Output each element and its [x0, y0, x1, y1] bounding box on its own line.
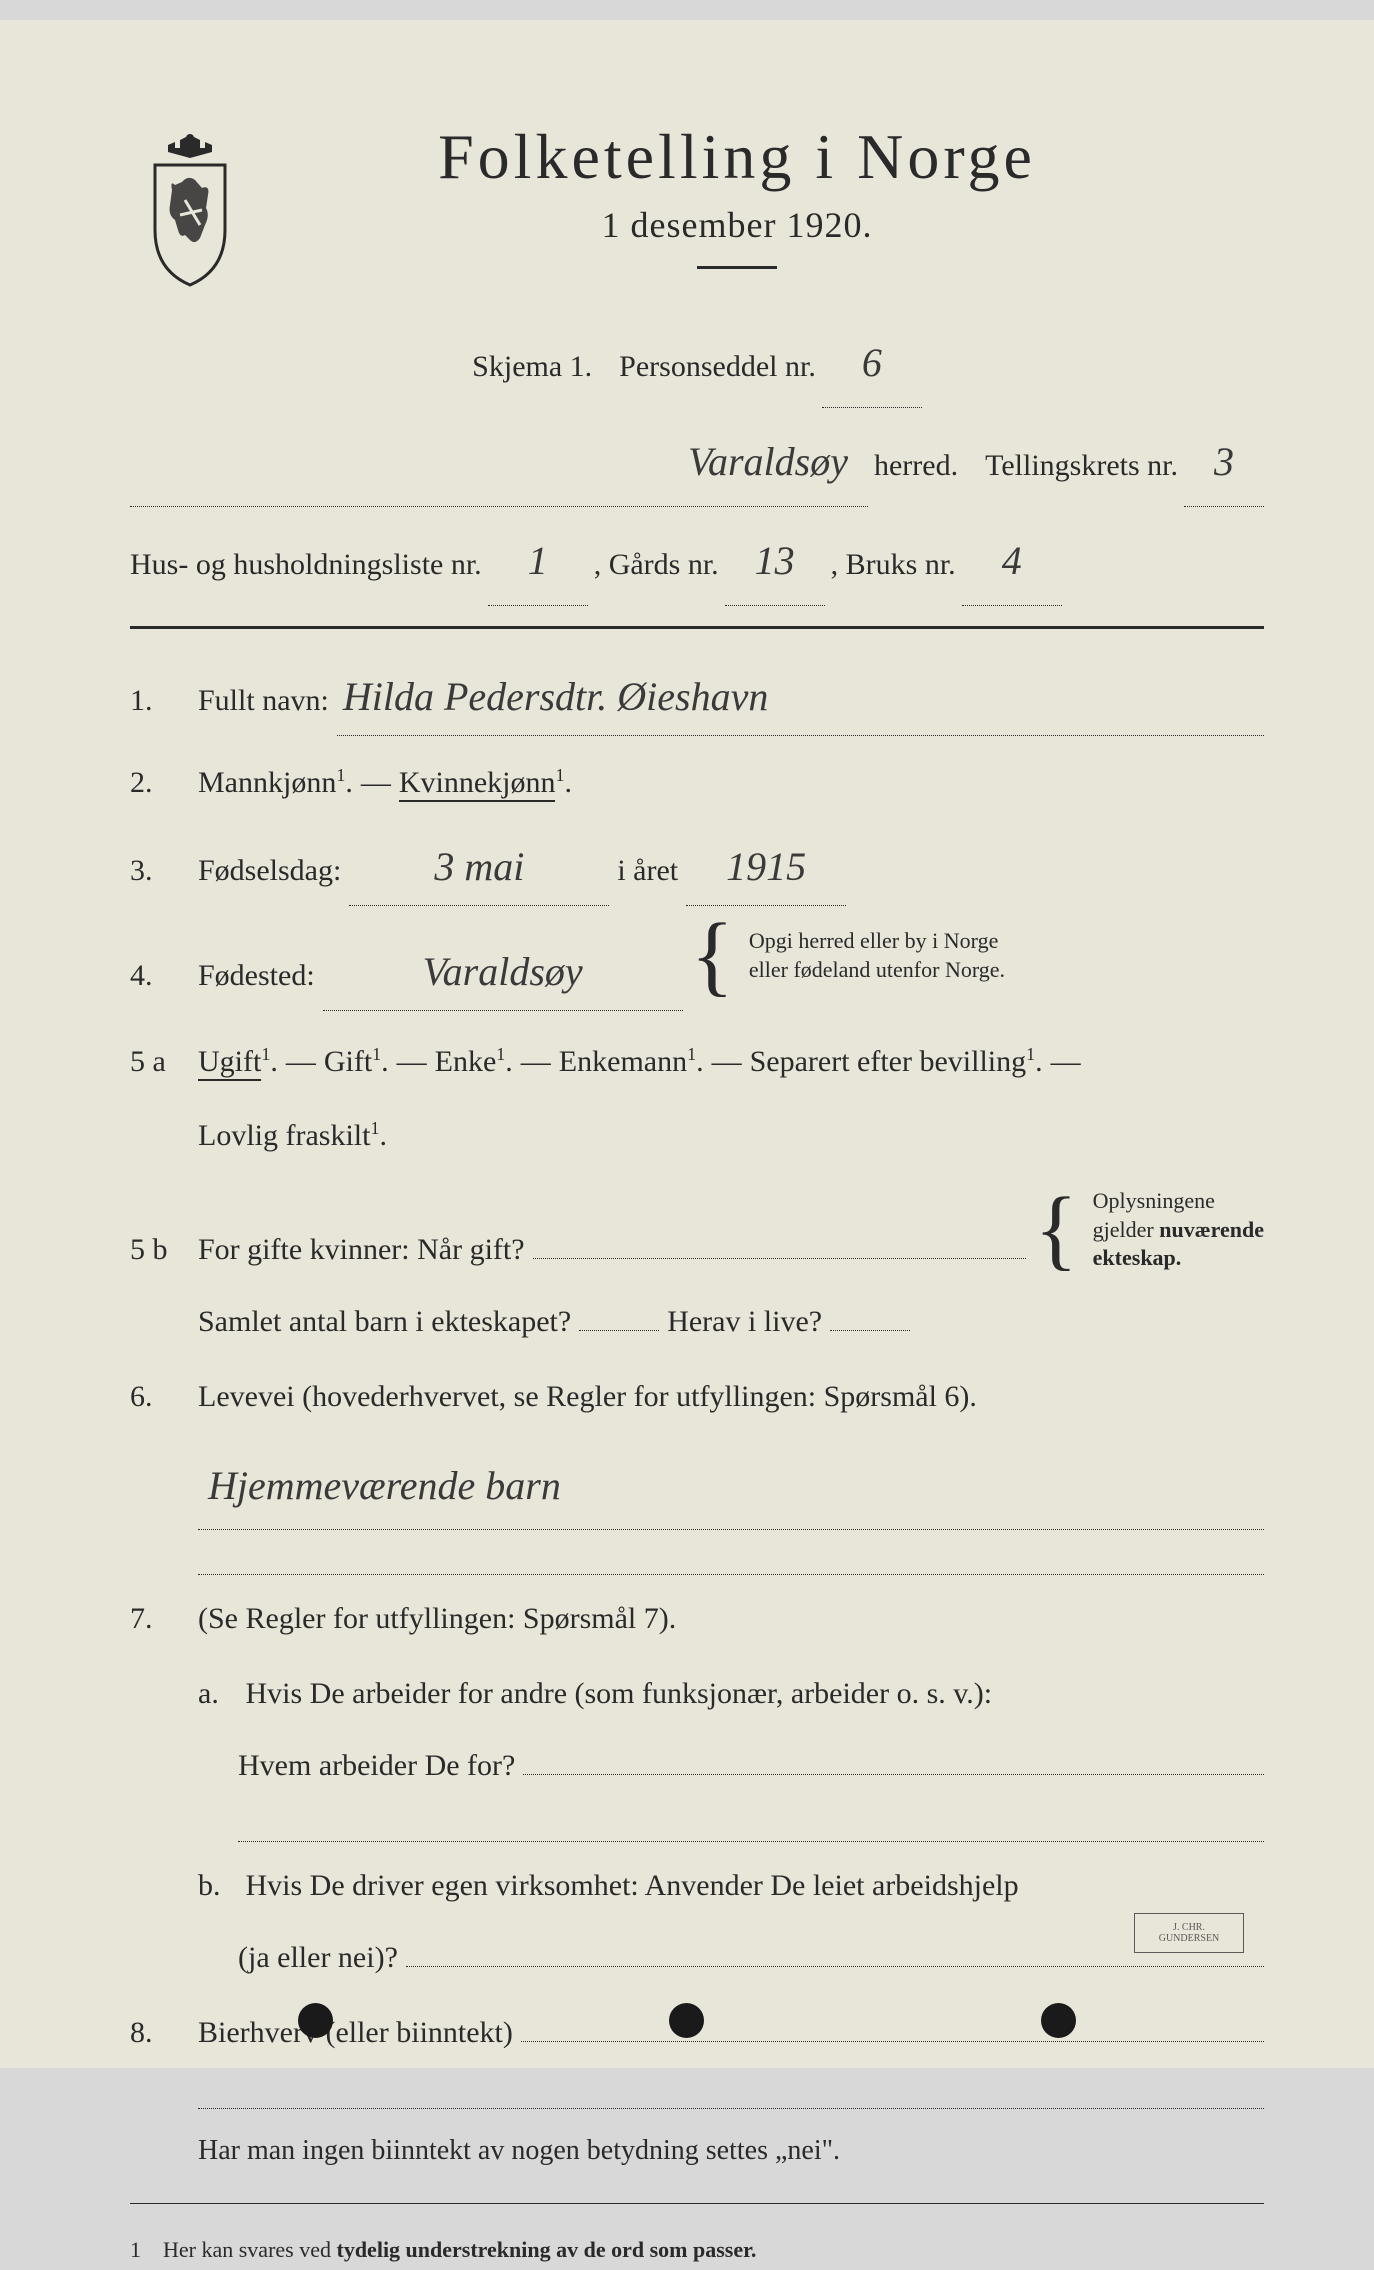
q7b-text2: (ja eller nei)? [238, 1929, 398, 1986]
q7a-letter: a. [198, 1665, 238, 1722]
q8-blank [198, 2079, 1264, 2109]
hole-icon [298, 2003, 333, 2038]
q5a-gift: Gift [324, 1045, 372, 1078]
herred-value: Varaldsøy [130, 418, 868, 507]
question-7a: a. Hvis De arbeider for andre (som funks… [198, 1665, 1264, 1794]
q6-value: Hjemmeværende barn [198, 1443, 1264, 1530]
q5b-label2: Samlet antal barn i ekteskapet? [198, 1293, 571, 1350]
q4-value: Varaldsøy [323, 934, 683, 1011]
q8-fill [521, 2041, 1264, 2042]
skjema-label: Skjema 1. [472, 334, 592, 400]
meta-section: Skjema 1. Personseddel nr. 6 Varaldsøy h… [130, 319, 1264, 606]
q5b-aside-2b: nuværende [1159, 1217, 1264, 1242]
q4-label: Fødested: [198, 947, 315, 1004]
footnote-divider [130, 2203, 1264, 2204]
question-7b: b. Hvis De driver egen virksomhet: Anven… [198, 1857, 1264, 1986]
q5a-enkemann: Enkemann [559, 1045, 687, 1078]
q7a-text2: Hvem arbeider De for? [238, 1737, 515, 1794]
q2-mann: Mannkjønn [198, 766, 336, 799]
q7a-text1: Hvis De arbeider for andre (som funksjon… [246, 1677, 993, 1710]
q7b-letter: b. [198, 1857, 238, 1914]
liste-label: Hus- og husholdningsliste nr. [130, 532, 482, 598]
question-5a: 5 a Ugift1. — Gift1. — Enke1. — Enkemann… [130, 1029, 1264, 1169]
title-divider [697, 266, 777, 269]
q2-dash: — [361, 754, 391, 811]
meta-row-2: Varaldsøy herred. Tellingskrets nr. 3 [130, 418, 1264, 507]
personseddel-label: Personseddel nr. [619, 334, 816, 400]
q7-num: 7. [130, 1590, 178, 1647]
gards-nr: 13 [725, 517, 825, 606]
question-2: 2. Mannkjønn1. — Kvinnekjønn1. [130, 754, 1264, 811]
printer-stamp: J. CHR.GUNDERSEN [1134, 1913, 1244, 1953]
personseddel-nr: 6 [822, 319, 922, 408]
hole-icon [1041, 2003, 1076, 2038]
q5a-ugift: Ugift [198, 1045, 261, 1081]
form-title: Folketelling i Norge [290, 120, 1184, 194]
q4-aside-2: eller fødeland utenfor Norge. [749, 956, 1005, 985]
q5b-fill1 [533, 1258, 1027, 1259]
q5b-num: 5 b [130, 1221, 178, 1278]
q5b-label1: For gifte kvinner: Når gift? [198, 1221, 525, 1278]
q5a-fraskilt: Lovlig fraskilt [198, 1119, 370, 1152]
q3-year-label: i året [617, 842, 678, 899]
footnote: 1 Her kan svares ved tydelig understrekn… [130, 2229, 1264, 2270]
q4-aside-group: { Opgi herred eller by i Norge eller fød… [691, 924, 1005, 987]
brace-icon: { [691, 924, 734, 987]
question-4: 4. Fødested: Varaldsøy { Opgi herred ell… [130, 924, 1264, 1011]
q3-year: 1915 [686, 829, 846, 906]
meta-row-3: Hus- og husholdningsliste nr. 1 , Gårds … [130, 517, 1264, 606]
q1-value: Hilda Pedersdtr. Øieshavn [337, 659, 1264, 736]
herred-label: herred. [874, 433, 958, 499]
question-5b: 5 b For gifte kvinner: Når gift? Samlet … [130, 1187, 1264, 1350]
q3-label: Fødselsdag: [198, 842, 341, 899]
question-6: 6. Levevei (hovederhvervet, se Regler fo… [130, 1368, 1264, 1425]
q5b-fill2 [579, 1330, 659, 1331]
question-1: 1. Fullt navn: Hilda Pedersdtr. Øieshavn [130, 659, 1264, 736]
meta-row-1: Skjema 1. Personseddel nr. 6 [130, 319, 1264, 408]
q7-label: (Se Regler for utfyllingen: Spørsmål 7). [198, 1590, 676, 1647]
q2-num: 2. [130, 754, 178, 811]
bruks-label: , Bruks nr. [831, 532, 956, 598]
q4-aside-1: Opgi herred eller by i Norge [749, 927, 1005, 956]
q7b-text1: Hvis De driver egen virksomhet: Anvender… [246, 1869, 1019, 1902]
q3-day: 3 mai [349, 829, 609, 906]
gards-label: , Gårds nr. [594, 532, 719, 598]
q7b-fill [406, 1966, 1264, 1967]
q1-num: 1. [130, 672, 178, 729]
title-block: Folketelling i Norge 1 desember 1920. [290, 120, 1264, 299]
q5b-aside-3: ekteskap. [1093, 1245, 1182, 1270]
punch-holes [0, 2003, 1374, 2038]
footer-note: Har man ingen biinntekt av nogen betydni… [198, 2124, 1264, 2177]
q7a-fill [523, 1774, 1264, 1775]
q5b-aside-group: { Oplysningene gjelder nuværende ekteska… [1034, 1187, 1264, 1273]
tellingskrets-nr: 3 [1184, 418, 1264, 507]
question-3: 3. Fødselsdag: 3 mai i året 1915 [130, 829, 1264, 906]
q6-label: Levevei (hovederhvervet, se Regler for u… [198, 1368, 977, 1425]
coat-of-arms-icon [130, 130, 250, 290]
q2-kvinne: Kvinnekjønn [399, 766, 556, 802]
census-form-page: Folketelling i Norge 1 desember 1920. Sk… [0, 20, 1374, 2068]
footnote-num: 1 [130, 2237, 141, 2262]
form-date: 1 desember 1920. [290, 204, 1184, 246]
q3-num: 3. [130, 842, 178, 899]
q5b-aside-1: Oplysningene [1093, 1187, 1264, 1216]
q5a-separert: Separert efter bevilling [750, 1045, 1027, 1078]
section-divider [130, 626, 1264, 629]
liste-nr: 1 [488, 517, 588, 606]
q4-num: 4. [130, 947, 178, 1004]
question-7: 7. (Se Regler for utfyllingen: Spørsmål … [130, 1590, 1264, 1647]
q7a-blank [238, 1812, 1264, 1842]
hole-icon [669, 2003, 704, 2038]
q5b-label3: Herav i live? [667, 1293, 822, 1350]
bruks-nr: 4 [962, 517, 1062, 606]
brace-icon: { [1034, 1198, 1077, 1261]
q1-label: Fullt navn: [198, 672, 329, 729]
q6-blank [198, 1545, 1264, 1575]
q5a-num: 5 a [130, 1033, 178, 1090]
q5b-fill3 [830, 1330, 910, 1331]
q5a-enke: Enke [435, 1045, 497, 1078]
q6-num: 6. [130, 1368, 178, 1425]
header-block: Folketelling i Norge 1 desember 1920. [130, 120, 1264, 299]
tellingskrets-label: Tellingskrets nr. [985, 433, 1178, 499]
